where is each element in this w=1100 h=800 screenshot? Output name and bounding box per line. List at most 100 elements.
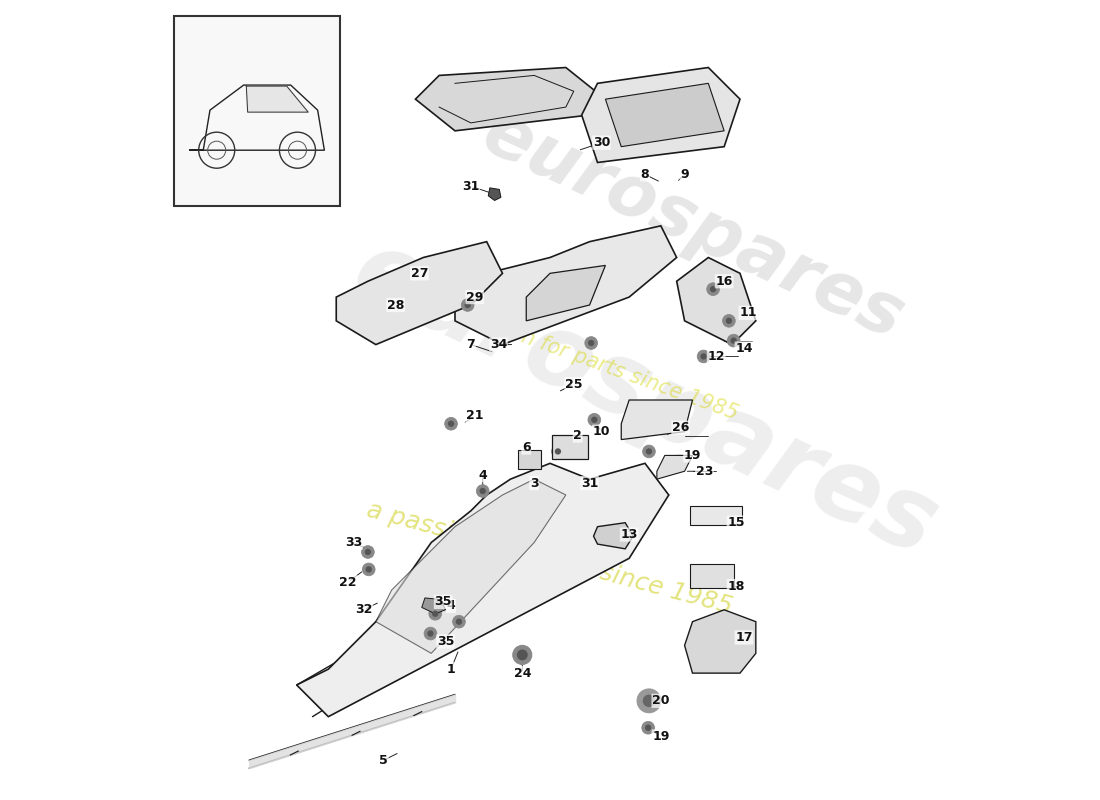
Polygon shape bbox=[594, 522, 634, 549]
Text: 5: 5 bbox=[379, 754, 388, 766]
Text: 17: 17 bbox=[735, 631, 752, 644]
Circle shape bbox=[647, 698, 653, 704]
Circle shape bbox=[585, 337, 597, 350]
Polygon shape bbox=[621, 400, 693, 439]
FancyBboxPatch shape bbox=[174, 16, 340, 206]
Text: a passion for parts since 1985: a passion for parts since 1985 bbox=[438, 297, 741, 424]
Circle shape bbox=[701, 354, 706, 360]
Text: eurospares: eurospares bbox=[471, 98, 914, 354]
Circle shape bbox=[730, 338, 737, 344]
Text: 13: 13 bbox=[620, 528, 638, 541]
Circle shape bbox=[476, 485, 490, 498]
Text: 3: 3 bbox=[530, 477, 539, 490]
Text: 8: 8 bbox=[640, 168, 649, 181]
Circle shape bbox=[464, 302, 471, 308]
Text: 9: 9 bbox=[680, 168, 689, 181]
Circle shape bbox=[637, 689, 661, 713]
Polygon shape bbox=[676, 258, 756, 345]
Text: a passion for parts since 1985: a passion for parts since 1985 bbox=[364, 498, 736, 619]
Polygon shape bbox=[488, 188, 501, 201]
Text: 19: 19 bbox=[684, 449, 701, 462]
Circle shape bbox=[365, 566, 372, 573]
Circle shape bbox=[710, 286, 716, 292]
Circle shape bbox=[726, 318, 733, 324]
Circle shape bbox=[697, 350, 710, 362]
Polygon shape bbox=[376, 479, 565, 654]
Polygon shape bbox=[684, 610, 756, 673]
Circle shape bbox=[727, 334, 740, 347]
Circle shape bbox=[513, 646, 531, 665]
FancyBboxPatch shape bbox=[690, 564, 735, 589]
Text: 24: 24 bbox=[514, 666, 531, 680]
Circle shape bbox=[427, 630, 433, 637]
Text: 31: 31 bbox=[462, 180, 480, 193]
Circle shape bbox=[723, 314, 735, 327]
FancyBboxPatch shape bbox=[518, 450, 541, 469]
Polygon shape bbox=[526, 266, 605, 321]
Polygon shape bbox=[297, 463, 669, 717]
Text: 4: 4 bbox=[478, 469, 487, 482]
Text: 12: 12 bbox=[707, 350, 725, 363]
Circle shape bbox=[646, 448, 652, 454]
Text: 11: 11 bbox=[739, 306, 757, 319]
Text: 1: 1 bbox=[447, 662, 455, 676]
Polygon shape bbox=[455, 226, 676, 345]
Text: 18: 18 bbox=[727, 579, 745, 593]
Circle shape bbox=[706, 283, 719, 295]
Text: 26: 26 bbox=[672, 422, 690, 434]
Text: 20: 20 bbox=[652, 694, 670, 707]
Text: 29: 29 bbox=[466, 290, 484, 303]
Circle shape bbox=[448, 421, 454, 427]
Circle shape bbox=[517, 650, 527, 660]
Circle shape bbox=[588, 340, 594, 346]
Polygon shape bbox=[416, 67, 605, 131]
Text: 31: 31 bbox=[581, 477, 598, 490]
Circle shape bbox=[588, 414, 601, 426]
Circle shape bbox=[480, 488, 486, 494]
Text: 28: 28 bbox=[387, 298, 405, 311]
Text: 27: 27 bbox=[410, 267, 428, 280]
Circle shape bbox=[432, 610, 439, 617]
Circle shape bbox=[645, 725, 651, 731]
FancyBboxPatch shape bbox=[690, 506, 743, 525]
Circle shape bbox=[452, 615, 465, 628]
Circle shape bbox=[644, 694, 656, 707]
Text: 10: 10 bbox=[593, 425, 611, 438]
Text: 23: 23 bbox=[695, 465, 713, 478]
Circle shape bbox=[641, 722, 654, 734]
Polygon shape bbox=[421, 598, 446, 614]
Circle shape bbox=[591, 417, 597, 423]
Text: 30: 30 bbox=[593, 136, 611, 150]
Text: 15: 15 bbox=[727, 516, 745, 530]
Text: 35: 35 bbox=[434, 595, 452, 608]
Text: 16: 16 bbox=[715, 274, 733, 288]
Text: 33: 33 bbox=[345, 536, 362, 549]
FancyBboxPatch shape bbox=[551, 435, 588, 459]
Circle shape bbox=[444, 418, 458, 430]
Text: 14: 14 bbox=[735, 342, 752, 355]
Text: 7: 7 bbox=[466, 338, 475, 351]
Circle shape bbox=[644, 695, 654, 706]
Polygon shape bbox=[246, 86, 308, 112]
Circle shape bbox=[429, 607, 441, 620]
Circle shape bbox=[425, 627, 437, 640]
Circle shape bbox=[554, 448, 561, 454]
Text: 21: 21 bbox=[466, 410, 484, 422]
Circle shape bbox=[642, 445, 656, 458]
Text: 35: 35 bbox=[437, 635, 454, 648]
Polygon shape bbox=[337, 242, 503, 345]
Text: 25: 25 bbox=[565, 378, 583, 390]
Text: 19: 19 bbox=[652, 730, 670, 743]
Circle shape bbox=[551, 445, 564, 458]
Text: eurospares: eurospares bbox=[338, 222, 953, 578]
Text: 4: 4 bbox=[447, 599, 455, 612]
Polygon shape bbox=[657, 455, 693, 479]
Circle shape bbox=[362, 546, 374, 558]
Text: 22: 22 bbox=[340, 575, 356, 589]
Circle shape bbox=[362, 563, 375, 576]
Text: 32: 32 bbox=[355, 603, 373, 616]
Circle shape bbox=[365, 549, 371, 555]
Polygon shape bbox=[582, 67, 740, 162]
Circle shape bbox=[461, 298, 474, 311]
Text: 2: 2 bbox=[573, 429, 582, 442]
